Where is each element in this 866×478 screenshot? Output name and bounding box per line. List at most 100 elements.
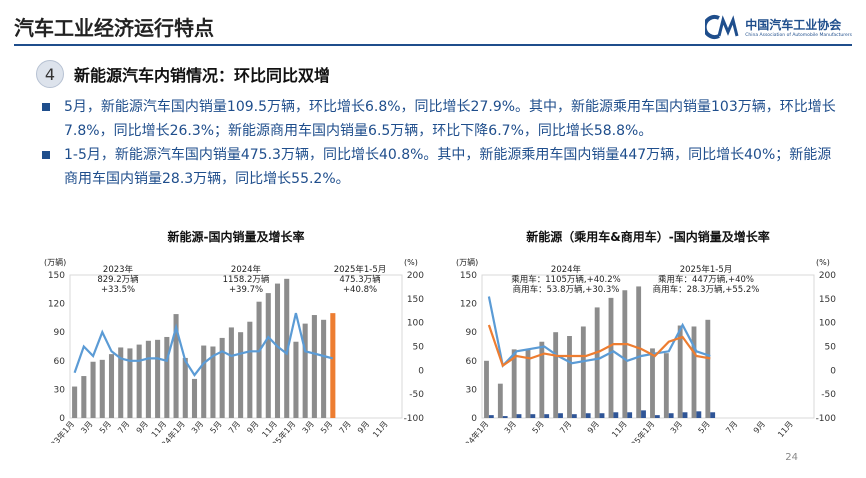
bar bbox=[622, 290, 628, 418]
y-right-tick-label: 50 bbox=[413, 343, 425, 353]
bar bbox=[118, 347, 124, 418]
bar bbox=[608, 297, 614, 418]
brand-logo: 中国汽车工业协会 China Association of Automobile… bbox=[705, 14, 852, 40]
bar bbox=[238, 332, 244, 418]
y-right-tick-label: -100 bbox=[404, 414, 425, 424]
bar bbox=[710, 412, 716, 418]
bar bbox=[274, 283, 281, 418]
bar bbox=[201, 345, 207, 418]
bar bbox=[599, 413, 605, 418]
bar bbox=[191, 378, 198, 418]
bar bbox=[641, 410, 646, 418]
page-number: 24 bbox=[785, 452, 798, 463]
y-left-tick-label: 30 bbox=[466, 385, 478, 395]
bar bbox=[539, 341, 545, 418]
bar bbox=[580, 326, 586, 418]
bar bbox=[164, 336, 170, 418]
x-tick-label: 7月 bbox=[558, 420, 573, 436]
bar bbox=[544, 414, 550, 418]
y-right-unit: (%) bbox=[404, 258, 418, 267]
bar bbox=[247, 321, 253, 418]
x-tick-label: 5月 bbox=[319, 420, 334, 436]
bar bbox=[108, 354, 115, 418]
bar bbox=[677, 325, 683, 418]
x-tick-label: 2025年1月 bbox=[622, 419, 656, 443]
bar bbox=[228, 327, 234, 418]
y-right-tick-label: -50 bbox=[409, 390, 424, 400]
bar bbox=[330, 313, 336, 418]
y-left-tick-label: 60 bbox=[54, 357, 66, 367]
annotation-text: 2023年 bbox=[103, 264, 134, 275]
annotation-text: 2024年 bbox=[551, 264, 582, 275]
bar bbox=[311, 315, 317, 418]
y-right-tick-label: -100 bbox=[816, 414, 837, 424]
bar bbox=[293, 341, 299, 418]
section-title: 新能源汽车内销情况：环比同比双增 bbox=[74, 66, 331, 85]
chart-title: 新能源-国内销量及增长率 bbox=[167, 230, 305, 244]
x-tick-label: 7月 bbox=[337, 420, 352, 436]
bar bbox=[571, 414, 577, 418]
bar bbox=[219, 337, 225, 418]
bar bbox=[502, 416, 508, 418]
bar bbox=[567, 336, 572, 418]
bar bbox=[173, 314, 179, 418]
annotation-text: 2024年 bbox=[231, 264, 262, 275]
bar bbox=[516, 414, 522, 418]
y-right-tick-label: 200 bbox=[819, 271, 836, 281]
y-right-unit: (%) bbox=[816, 258, 830, 267]
y-left-tick-label: 90 bbox=[466, 328, 478, 338]
annotation-text: +39.7% bbox=[229, 285, 263, 295]
y-left-tick-label: 90 bbox=[54, 328, 66, 338]
bar bbox=[99, 359, 105, 418]
y-left-tick-label: 150 bbox=[460, 271, 477, 281]
y-right-tick-label: 0 bbox=[418, 366, 424, 376]
bar bbox=[654, 415, 660, 418]
y-right-tick-label: 100 bbox=[407, 319, 424, 329]
bar bbox=[663, 353, 669, 418]
bar bbox=[636, 286, 642, 418]
bar bbox=[321, 319, 327, 418]
y-left-tick-label: 30 bbox=[54, 385, 66, 395]
x-tick-label: 7月 bbox=[116, 420, 131, 436]
bullet-item: 1-5月，新能源汽车国内销量475.3万辆，同比增长40.8%。其中，新能源乘用… bbox=[42, 143, 842, 191]
bar bbox=[511, 349, 517, 418]
bar bbox=[182, 357, 188, 418]
x-tick-label: 5月 bbox=[208, 420, 223, 436]
y-right-tick-label: 0 bbox=[830, 366, 836, 376]
y-left-unit: (万辆) bbox=[456, 257, 478, 267]
series-line bbox=[487, 324, 711, 368]
bar bbox=[668, 413, 674, 418]
y-left-tick-label: 150 bbox=[48, 271, 65, 281]
bullet-list: 5月，新能源汽车国内销量109.5万辆，环比增长6.8%，同比增长27.9%。其… bbox=[42, 95, 842, 191]
annotation-text: +33.5% bbox=[101, 285, 135, 295]
annotation-text: 2025年1-5月 bbox=[680, 264, 733, 275]
chart-pv-cv-sales: 新能源（乘用车&商用车）-国内销量及增长率 (万辆) (%) 0 30 60 90 120 1… bbox=[448, 228, 848, 443]
annotation-text: 商用车：53.8万辆,+30.3% bbox=[513, 284, 620, 295]
caam-logo-icon bbox=[705, 15, 739, 39]
chart-plot: (万辆) (%) 0 30 60 90 120 150 -100 -50 0 50 100 150 200 2… bbox=[42, 257, 425, 443]
series-line bbox=[73, 312, 334, 378]
bar bbox=[72, 386, 78, 418]
x-tick-label: 9月 bbox=[135, 420, 150, 436]
x-tick-label: 9月 bbox=[356, 420, 371, 436]
bar bbox=[265, 293, 271, 418]
bullet-item: 5月，新能源汽车国内销量109.5万辆，环比增长6.8%，同比增长27.9%。其… bbox=[42, 95, 842, 143]
annotation-text: 乘用车：447万辆,+40% bbox=[658, 274, 754, 285]
x-tick-label: 7月 bbox=[227, 420, 242, 436]
x-tick-label: 5月 bbox=[696, 420, 711, 436]
chart-domestic-sales: 新能源-国内销量及增长率 (万辆) (%) 0 30 60 90 120 150 -100 -50… bbox=[36, 228, 436, 443]
bar bbox=[127, 348, 133, 418]
annotation-text: +40.8% bbox=[343, 285, 377, 295]
y-left-tick-label: 60 bbox=[466, 357, 478, 367]
x-tick-label: 3月 bbox=[503, 420, 518, 436]
bar bbox=[256, 301, 262, 418]
bar bbox=[488, 415, 494, 418]
annotation-text: 829.2万辆 bbox=[97, 274, 139, 285]
x-tick-label: 5月 bbox=[530, 420, 545, 436]
plot-area bbox=[69, 274, 403, 419]
brand-name-en: China Association of Automobile Manufact… bbox=[745, 33, 852, 38]
bar bbox=[682, 412, 688, 418]
x-tick-label: 11月 bbox=[776, 420, 795, 440]
annotation-text: 商用车：28.3万辆,+55.2% bbox=[653, 284, 760, 295]
series-line bbox=[487, 296, 711, 368]
